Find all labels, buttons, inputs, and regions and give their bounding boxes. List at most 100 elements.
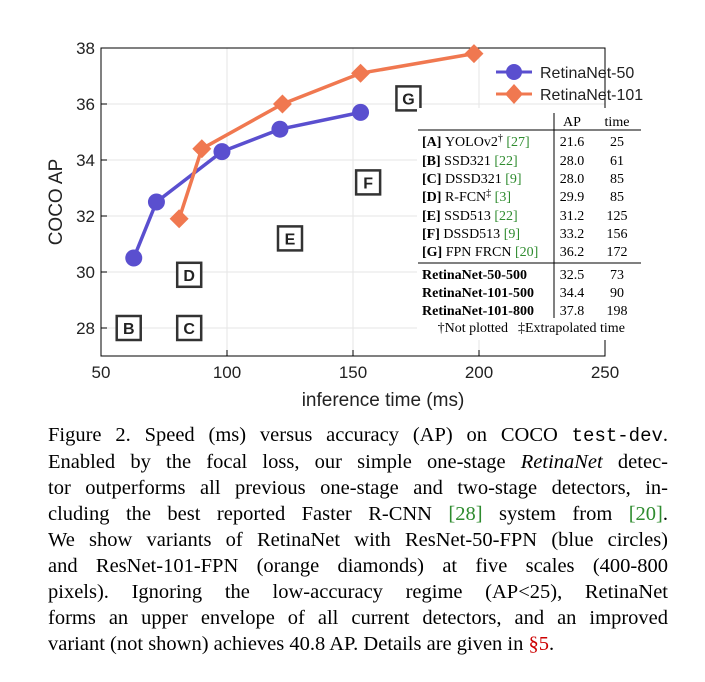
table-method-tag: [G] — [422, 245, 446, 260]
table-ap: 33.2 — [560, 227, 585, 242]
table-time: 85 — [610, 190, 624, 205]
table-row: [B] SSD321 [22] 28.0 61 — [422, 154, 624, 169]
y-axis-label: COCO AP — [46, 159, 67, 246]
data-point — [169, 209, 189, 229]
caption-line-2: Enabled by the focal loss, our simple on… — [48, 449, 668, 475]
y-tick-label: 30 — [76, 263, 95, 282]
data-point — [272, 94, 292, 114]
table-ap: 36.2 — [560, 245, 585, 260]
caption-line-3: tor outperforms all previous one-stage a… — [48, 477, 668, 499]
point-box-g: G — [395, 85, 422, 112]
table-method-ref[interactable]: [27] — [503, 135, 530, 150]
table-method: [D] R-FCN‡ [3] — [422, 188, 511, 205]
table-method-tag: [A] — [422, 135, 445, 150]
table-time: 125 — [607, 209, 628, 224]
point-box-frame — [175, 314, 203, 342]
table-ap: 29.9 — [560, 190, 585, 205]
section-link-5[interactable]: §5 — [528, 633, 550, 655]
point-box-label: D — [183, 268, 195, 285]
point-box-label: B — [123, 321, 135, 338]
caption-line-7: pixels). Ignoring the low-accuracy regim… — [48, 581, 668, 603]
caption-line-5: We show variants of RetinaNet with ResNe… — [48, 529, 668, 551]
table-method: RetinaNet-101-800 — [422, 304, 534, 319]
data-point — [125, 249, 143, 267]
caption-text: Enabled by the focal loss, our simple on… — [48, 451, 521, 473]
table-method: [E] SSD513 [22] — [422, 209, 518, 224]
y-axis: 28 30 32 34 36 38 — [76, 39, 107, 338]
table-row: [D] R-FCN‡ [3] 29.9 85 — [422, 188, 624, 205]
comparison-points: B C D E F G — [115, 85, 422, 342]
point-box-label: E — [285, 231, 296, 248]
table-ap: 37.8 — [560, 304, 585, 319]
caption-line-4: cluding the best reported Faster R-CNN [… — [48, 501, 668, 527]
point-box-c: C — [175, 314, 203, 342]
table-ap: 28.0 — [560, 172, 585, 187]
caption-text: variant (not shown) achieves 40.8 AP. De… — [48, 633, 529, 655]
table-method-ref[interactable]: [20] — [511, 245, 538, 260]
table-ap: 21.6 — [560, 135, 585, 150]
table-row: RetinaNet-101-800 37.8 198 — [422, 304, 628, 319]
table-method-name: RetinaNet-50-500 — [422, 268, 527, 283]
table-footnote-extrapolated: ‡Extrapolated time — [518, 321, 625, 336]
point-box-frame — [276, 225, 304, 252]
x-tick-label: 200 — [465, 363, 493, 382]
data-point — [271, 120, 289, 138]
caption-emphasis: RetinaNet — [520, 451, 603, 473]
point-box-f: F — [354, 169, 382, 196]
table-method: [F] DSSD513 [9] — [422, 227, 520, 242]
table-method: [B] SSD321 [22] — [422, 154, 518, 169]
caption-text: . — [662, 503, 668, 525]
table-method-ref[interactable]: [3] — [491, 190, 511, 205]
table-method-name: SSD513 — [444, 209, 491, 224]
y-tick-label: 28 — [76, 319, 95, 338]
figure-caption: Figure 2. Speed (ms) versus accuracy (AP… — [48, 422, 668, 657]
y-tick-label: 38 — [76, 39, 95, 58]
table-row: [F] DSSD513 [9] 33.2 156 — [422, 227, 628, 242]
table-method-name: DSSD321 — [445, 172, 502, 187]
legend-marker-retinanet-50 — [506, 64, 522, 80]
data-point — [192, 139, 212, 159]
table-method-ref[interactable]: [9] — [500, 227, 520, 242]
table-row: [G] FPN FRCN [20] 36.2 172 — [422, 245, 628, 260]
table-method-tag: [F] — [422, 227, 443, 242]
table-time: 61 — [610, 154, 624, 169]
table-method-tag: [B] — [422, 154, 444, 169]
table-method-tag: [D] — [422, 190, 445, 205]
table-header-ap: AP — [563, 115, 581, 130]
table-time: 85 — [610, 172, 624, 187]
x-tick-label: 250 — [591, 363, 619, 382]
caption-code: test-dev — [571, 425, 663, 447]
y-tick-label: 34 — [76, 151, 95, 170]
x-tick-label: 100 — [213, 363, 241, 382]
table-ap: 32.5 — [560, 268, 585, 283]
table-method-name: RetinaNet-101-800 — [422, 304, 534, 319]
caption-line-8: forms an upper envelope of all current d… — [48, 607, 668, 629]
table-method: RetinaNet-101-500 — [422, 286, 534, 301]
caption-text: system from — [482, 503, 629, 525]
data-point — [352, 103, 370, 121]
caption-line-9: variant (not shown) achieves 40.8 AP. De… — [48, 631, 668, 657]
table-method-ref[interactable]: [22] — [491, 154, 518, 169]
point-box-label: C — [183, 321, 195, 338]
y-tick-label: 32 — [76, 207, 95, 226]
caption-text: detec- — [602, 451, 668, 473]
table-method-mark: † — [498, 133, 503, 144]
table-method-ref[interactable]: [9] — [502, 172, 522, 187]
table-row: RetinaNet-101-500 34.4 90 — [422, 286, 624, 301]
citation-link-28[interactable]: [28] — [448, 503, 483, 525]
table-method-tag: [E] — [422, 209, 444, 224]
table-ap: 31.2 — [560, 209, 585, 224]
point-box-label: G — [402, 91, 414, 108]
table-method-name: R-FCN — [445, 190, 486, 205]
table-method: [C] DSSD321 [9] — [422, 172, 522, 187]
legend-marker-retinanet-101 — [505, 84, 523, 104]
table-background — [417, 108, 644, 340]
legend: RetinaNet-50 RetinaNet-101 — [496, 64, 643, 104]
table-method-ref[interactable]: [22] — [491, 209, 518, 224]
citation-link-20[interactable]: [20] — [628, 503, 663, 525]
table-method-name: YOLOv2 — [445, 135, 498, 150]
table-method-mark: ‡ — [486, 188, 491, 199]
caption-text: . — [549, 633, 555, 655]
point-box-d: D — [175, 261, 203, 289]
caption-text: Figure 2. Speed (ms) versus accuracy (AP… — [48, 424, 572, 446]
